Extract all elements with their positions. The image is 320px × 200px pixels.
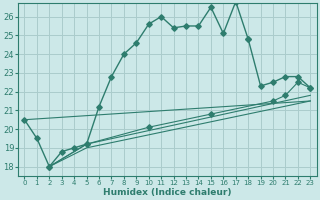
X-axis label: Humidex (Indice chaleur): Humidex (Indice chaleur) bbox=[103, 188, 232, 197]
